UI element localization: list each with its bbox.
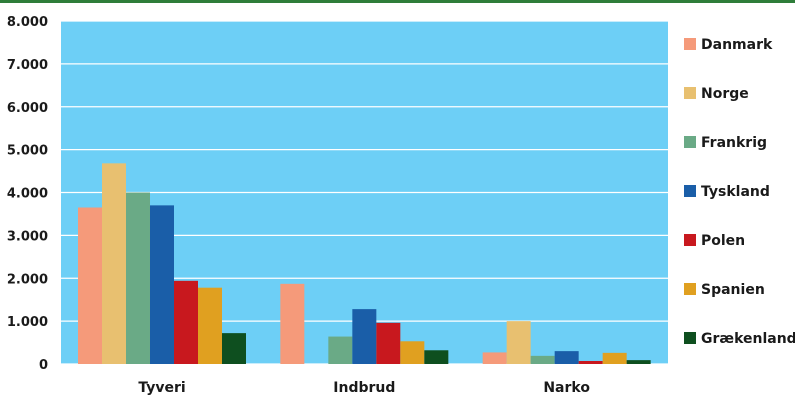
bar-norge-narko (506, 321, 531, 364)
bar-tyskland-narko (554, 351, 579, 364)
legend-label: Danmark (701, 37, 773, 53)
bars (78, 163, 651, 364)
x-category-label: Narko (543, 380, 590, 396)
legend-label: Frankrig (701, 135, 767, 151)
bar-frankrig-narko (530, 355, 555, 364)
bar-danmark-tyveri (78, 207, 102, 364)
x-axis-categories: Tyveri Indbrud Narko (138, 380, 590, 396)
legend-swatch-norge (684, 87, 696, 99)
y-tick-label: 1.000 (7, 315, 48, 330)
bar-spanien-narko (602, 352, 627, 364)
bar-tyskland-tyveri (150, 205, 174, 364)
bar-grækenland-indbrud (424, 350, 449, 364)
bar-grækenland-tyveri (222, 333, 246, 364)
bar-danmark-narko (482, 352, 507, 364)
legend-swatch-polen (684, 234, 696, 246)
bar-frankrig-tyveri (126, 192, 150, 364)
bar-tyskland-indbrud (352, 309, 377, 364)
legend-swatch-tyskland (684, 185, 696, 197)
bar-spanien-tyveri (198, 287, 222, 364)
legend-label: Norge (701, 86, 749, 102)
bar-grækenland-narko (626, 360, 651, 364)
bar-polen-indbrud (376, 322, 401, 364)
y-tick-label: 7.000 (7, 58, 48, 73)
bar-spanien-indbrud (400, 341, 425, 364)
top-accent-bar (0, 0, 795, 3)
legend-swatch-frankrig (684, 136, 696, 148)
legend-swatch-spanien (684, 283, 696, 295)
x-category-label: Tyveri (138, 380, 185, 396)
y-tick-label: 8.000 (7, 15, 48, 30)
legend-label: Polen (701, 233, 745, 249)
bar-polen-tyveri (174, 280, 198, 364)
legend-swatch-danmark (684, 38, 696, 50)
y-tick-label: 2.000 (7, 272, 48, 287)
legend-swatch-grækenland (684, 332, 696, 344)
bar-polen-narko (578, 360, 603, 364)
legend-label: Grækenland (701, 331, 795, 347)
y-tick-label: 3.000 (7, 229, 48, 244)
y-tick-label: 5.000 (7, 144, 48, 159)
legend: Danmark Norge Frankrig Tyskland Polen Spanien… (684, 37, 795, 347)
y-axis-ticks: 0 1.000 2.000 3.000 4.000 5.000 6.000 7.000 8.00… (7, 15, 48, 373)
bar-norge-tyveri (102, 163, 126, 364)
bar-danmark-indbrud (280, 283, 305, 364)
bar-frankrig-indbrud (328, 336, 353, 364)
x-category-label: Indbrud (333, 380, 395, 396)
y-tick-label: 0 (39, 358, 48, 373)
y-tick-label: 4.000 (7, 187, 48, 202)
legend-label: Spanien (701, 282, 765, 298)
y-tick-label: 6.000 (7, 101, 48, 116)
legend-label: Tyskland (701, 184, 770, 200)
